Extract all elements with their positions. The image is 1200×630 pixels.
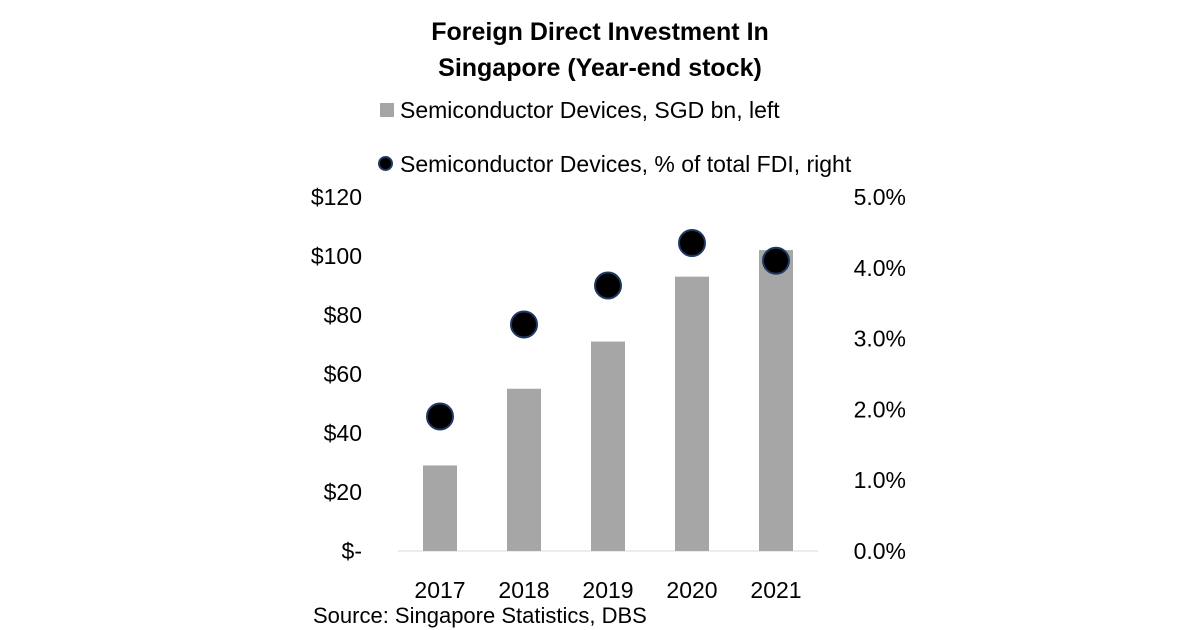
dot-2021 <box>762 246 790 275</box>
x-tick-label: 2020 <box>666 577 717 603</box>
dot-2017 <box>426 402 454 431</box>
source-note: Source: Singapore Statistics, DBS <box>313 603 647 628</box>
chart-title-line-2: Singapore (Year-end stock) <box>438 54 762 82</box>
bar-2017 <box>423 465 457 551</box>
y-right-tick-label: 3.0% <box>854 326 906 352</box>
chart-title: Foreign Direct Investment In Singapore (… <box>0 14 1200 86</box>
bar-2020 <box>675 276 709 551</box>
legend-dot-label: Semiconductor Devices, % of total FDI, r… <box>400 151 852 177</box>
dot-2020 <box>678 229 706 258</box>
y-left-tick-label: $- <box>342 538 362 564</box>
y-left-tick-label: $20 <box>324 479 362 505</box>
legend-dot-marker <box>378 156 393 171</box>
dot-2019 <box>594 271 622 300</box>
y-right-tick-label: 4.0% <box>854 255 906 281</box>
y-right-tick-label: 5.0% <box>854 184 906 210</box>
legend-bar-swatch <box>380 103 394 117</box>
bar-2019 <box>591 341 625 551</box>
chart-title-line-1: Foreign Direct Investment In <box>431 18 769 46</box>
x-tick-label: 2021 <box>750 577 801 603</box>
y-left-tick-label: $80 <box>324 302 362 328</box>
bar-2021 <box>759 250 793 551</box>
y-left-tick-label: $120 <box>311 184 362 210</box>
y-left-tick-label: $40 <box>324 420 362 446</box>
y-left-tick-label: $60 <box>324 361 362 387</box>
y-right-tick-label: 0.0% <box>854 538 906 564</box>
x-tick-label: 2019 <box>582 577 633 603</box>
y-left-tick-label: $100 <box>311 243 362 269</box>
y-right-tick-label: 2.0% <box>854 396 906 422</box>
y-right-tick-label: 1.0% <box>854 467 906 493</box>
dot-2018 <box>510 310 538 339</box>
bar-2018 <box>507 388 541 551</box>
x-tick-label: 2018 <box>498 577 549 603</box>
x-tick-label: 2017 <box>414 577 465 603</box>
legend-bar-label: Semiconductor Devices, SGD bn, left <box>400 97 780 123</box>
